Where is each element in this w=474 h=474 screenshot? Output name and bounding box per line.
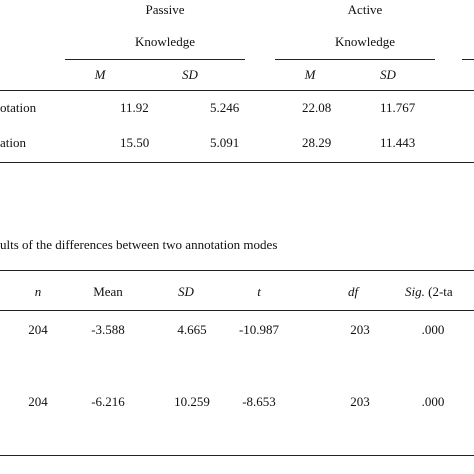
rule [65, 59, 245, 60]
col-header: M [304, 67, 316, 82]
rule [0, 270, 474, 271]
cell: 28.29 [302, 135, 332, 150]
rule [0, 90, 474, 91]
rule [275, 59, 435, 60]
cell: 11.443 [380, 135, 416, 150]
cell: -3.588 [91, 322, 125, 337]
col-header: n [34, 284, 42, 299]
cell: -8.653 [242, 394, 276, 409]
col-header: t [257, 284, 261, 299]
cell: .000 [421, 394, 445, 409]
cell: 11.767 [380, 100, 416, 115]
rule [0, 310, 474, 311]
cell: 15.50 [120, 135, 150, 150]
cell: ation [0, 135, 26, 150]
group-sub: Knowledge [335, 34, 395, 49]
caption: ults of the differences between two anno… [0, 237, 278, 252]
col-header: df [347, 284, 359, 299]
cell: 4.665 [177, 322, 207, 337]
rule [0, 162, 474, 163]
cell: 203 [350, 322, 370, 337]
col-header: Mean [93, 284, 123, 299]
group-header: Active [347, 2, 383, 17]
cell: 204 [28, 394, 48, 409]
col-header: M [94, 67, 106, 82]
cell: 11.92 [120, 100, 149, 115]
group-sub: Knowledge [135, 34, 195, 49]
cell: -6.216 [91, 394, 125, 409]
col-header: SD [182, 67, 198, 82]
sig-rest: (2-ta [428, 284, 453, 299]
rule [0, 455, 474, 456]
sig-label: Sig. [405, 284, 425, 299]
cell: otation [0, 100, 37, 115]
cell: 203 [350, 394, 370, 409]
cell: 5.091 [210, 135, 240, 150]
rule [462, 59, 474, 60]
group-header: Passive [145, 2, 185, 17]
cell: 204 [28, 322, 48, 337]
col-header: SD [178, 284, 194, 299]
cell: -10.987 [238, 322, 280, 337]
cell: 22.08 [302, 100, 332, 115]
col-header: SD [380, 67, 396, 82]
col-header: Sig. (2-ta [405, 284, 453, 300]
cell: 10.259 [174, 394, 210, 409]
cell: .000 [421, 322, 445, 337]
cell: 5.246 [210, 100, 240, 115]
